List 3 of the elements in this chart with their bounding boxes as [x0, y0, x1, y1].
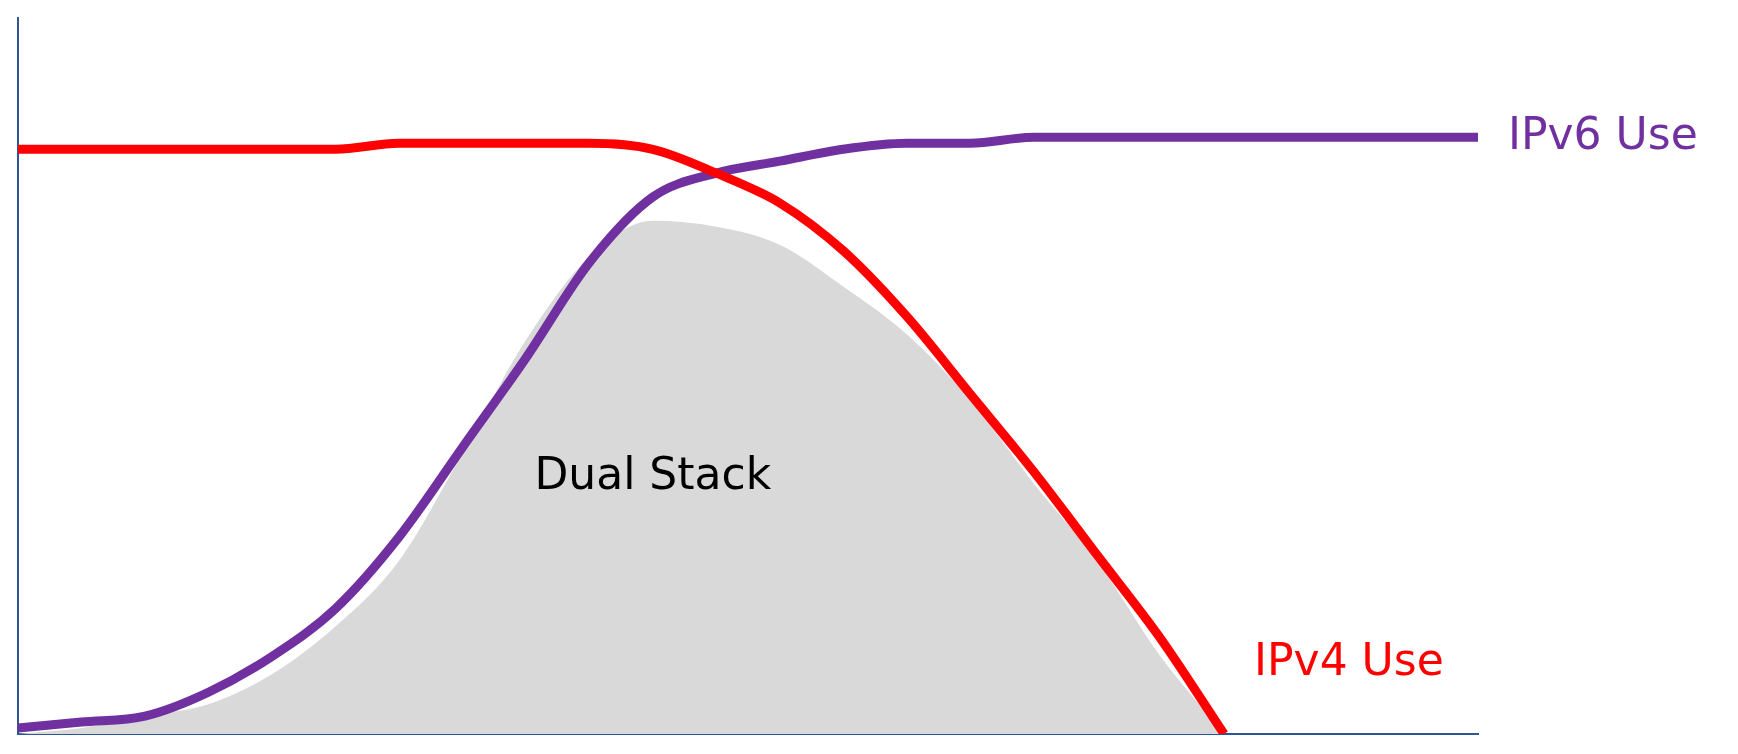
series-label: IPv6 Use [1508, 107, 1698, 159]
series-label: Dual Stack [534, 447, 772, 499]
series-label: IPv4 Use [1254, 634, 1444, 686]
